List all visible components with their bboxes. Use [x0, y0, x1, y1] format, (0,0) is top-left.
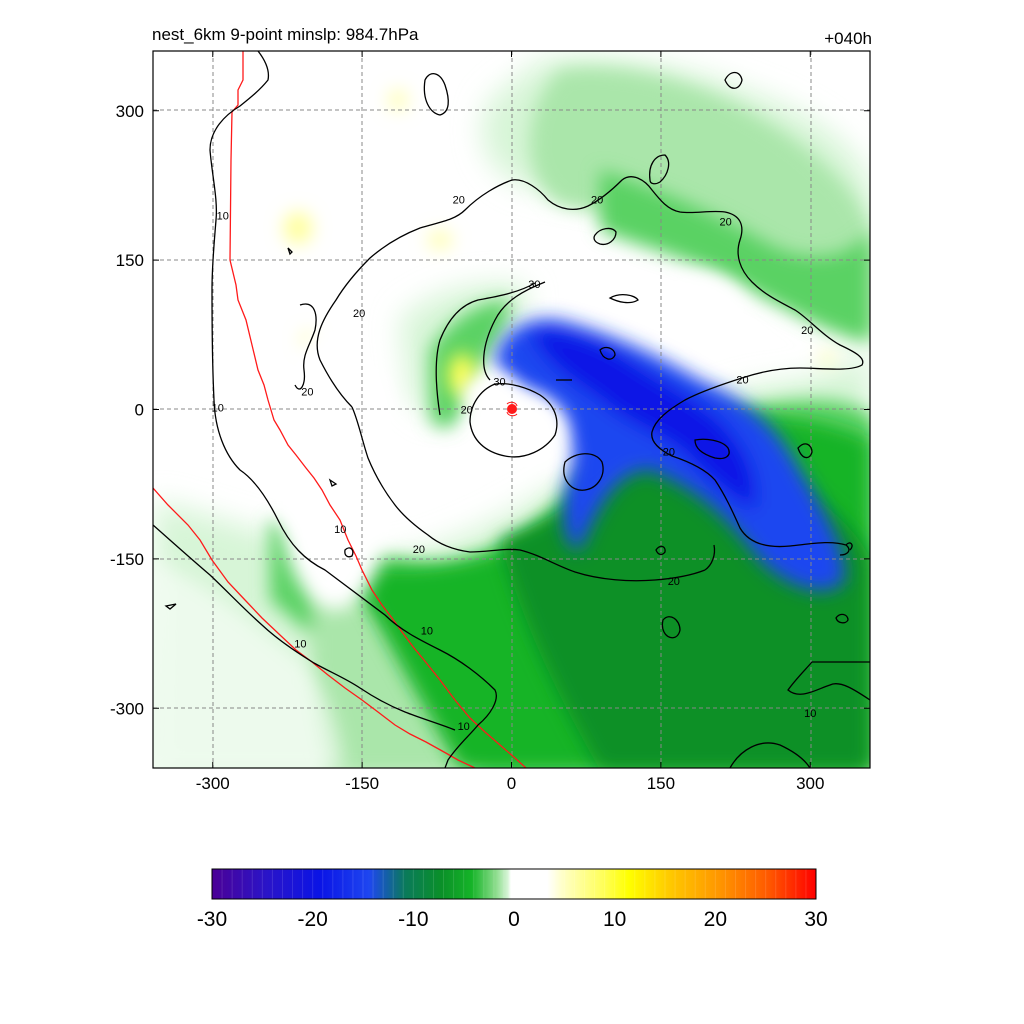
y-tick-label: -150 — [110, 550, 144, 569]
contour-label: 10 — [421, 626, 433, 638]
colorbar-tick-label: -30 — [197, 908, 227, 931]
contour-label: 10 — [458, 721, 470, 733]
colorbar-tick-label: 0 — [508, 908, 520, 931]
x-tick-label: 300 — [796, 774, 824, 793]
colorbar-tick-label: 30 — [804, 908, 827, 931]
colorbar-tick-label: -20 — [297, 908, 327, 931]
storm-center-marker — [506, 401, 518, 417]
colorbar-dividers — [221, 869, 807, 899]
contour-label: 20 — [413, 544, 425, 556]
contour-label: 20 — [461, 405, 473, 417]
colorbar-tick-label: 20 — [704, 908, 727, 931]
y-tick-label: 0 — [135, 401, 144, 420]
contour-label: 20 — [301, 387, 313, 399]
contour-label: 30 — [493, 377, 505, 389]
y-axis-tick-labels: 300 150 0 -150 -300 — [110, 102, 144, 719]
contour-label: 20 — [668, 576, 680, 588]
contour-labels: 10 10 10 10 10 10 10 20 20 20 20 20 20 20 20 20 20 20 30 30 — [212, 194, 817, 733]
forecast-hour-label: +040h — [824, 29, 872, 48]
contour-label: 20 — [663, 446, 675, 458]
x-tick-label: 0 — [507, 774, 516, 793]
y-tick-label: -300 — [110, 699, 144, 718]
x-tick-label: -150 — [345, 774, 379, 793]
x-tick-label: 150 — [647, 774, 675, 793]
chart-title: nest_6km 9-point minslp: 984.7hPa — [152, 25, 419, 44]
contour-label: 20 — [591, 194, 603, 206]
y-tick-label: 150 — [116, 251, 144, 270]
contour-label: 20 — [353, 308, 365, 320]
colorbar-tick-label: 10 — [603, 908, 626, 931]
contour-label: 10 — [217, 210, 229, 222]
colorbar: -30 -20 -10 0 10 20 30 — [197, 868, 828, 931]
y-tick-label: 300 — [116, 102, 144, 121]
contour-label: 10 — [334, 524, 346, 536]
contour-label: 10 — [294, 639, 306, 651]
axis-ticks — [153, 51, 870, 768]
contour-label: 10 — [804, 708, 816, 720]
contour-label: 30 — [528, 279, 540, 291]
contour-label: 20 — [453, 194, 465, 206]
x-axis-tick-labels: -300 -150 0 150 300 — [196, 774, 825, 793]
contour-label: 10 — [212, 403, 224, 415]
x-tick-label: -300 — [196, 774, 230, 793]
colorbar-gradient — [212, 869, 816, 899]
contour-label: 20 — [736, 375, 748, 387]
colorbar-tick-labels: -30 -20 -10 0 10 20 30 — [197, 908, 828, 931]
contour-label: 20 — [801, 325, 813, 337]
colorbar-tick-label: -10 — [398, 908, 428, 931]
contours — [153, 51, 870, 768]
colorbar-frame — [211, 868, 817, 900]
contour-label: 20 — [719, 216, 731, 228]
plot-area: 10 10 10 10 10 10 10 20 20 20 20 20 20 20 20 20 20 20 30 30 — [153, 51, 870, 768]
